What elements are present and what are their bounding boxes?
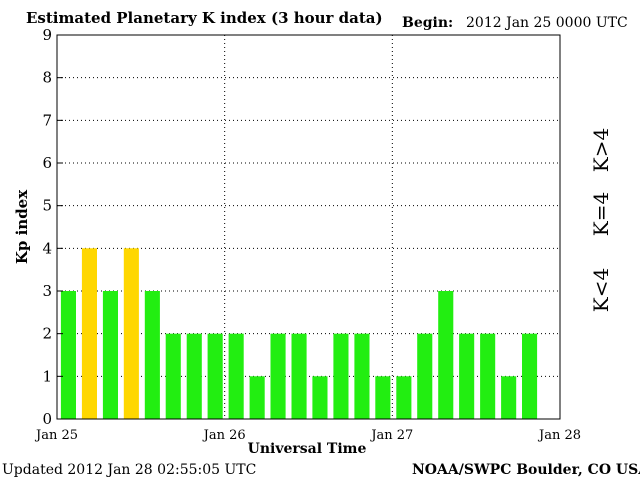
y-tick-label: 6	[42, 154, 52, 172]
kp-bar	[165, 333, 181, 419]
kp-bar	[312, 376, 328, 419]
kp-bar	[228, 333, 244, 419]
legend-high: K>4	[589, 128, 613, 172]
plot-frame	[56, 34, 561, 420]
kp-bar	[501, 376, 517, 419]
x-tick-label: Jan 25	[34, 428, 78, 443]
y-tick-label: 1	[42, 367, 52, 385]
kp-bar	[333, 333, 349, 419]
kp-bar	[417, 333, 433, 419]
kp-bar	[123, 248, 139, 419]
x-tick-label: Jan 27	[369, 428, 413, 443]
kp-bar	[207, 333, 223, 419]
kp-bar	[396, 376, 412, 419]
grid-lines	[57, 35, 560, 419]
y-axis-ticks: 0 1 2 3 4 5 6 7 8 9	[42, 26, 63, 428]
begin-label: Begin:	[402, 15, 453, 31]
kp-bar	[480, 333, 496, 419]
y-tick-label: 2	[42, 325, 52, 343]
kp-bar	[438, 291, 454, 419]
y-axis-label: Kp index	[13, 189, 31, 264]
kp-bar	[186, 333, 202, 419]
kp-bar	[354, 333, 370, 419]
x-tick-label: Jan 26	[202, 428, 246, 443]
legend-low: K<4	[589, 268, 613, 312]
updated-timestamp: Updated 2012 Jan 28 02:55:05 UTC	[2, 462, 256, 478]
x-axis-ticks: Jan 25 Jan 26 Jan 27 Jan 28	[34, 428, 581, 443]
y-tick-label: 8	[42, 69, 52, 87]
kp-bar	[522, 333, 538, 419]
y-tick-label: 4	[42, 239, 52, 257]
kp-bar	[102, 291, 118, 419]
kp-bar	[81, 248, 97, 419]
kp-bar	[459, 333, 475, 419]
y-tick-label: 9	[42, 26, 52, 44]
x-tick-label: Jan 28	[537, 428, 581, 443]
kp-bar	[249, 376, 265, 419]
kp-bar	[291, 333, 307, 419]
y-tick-label: 3	[42, 282, 52, 300]
source-credit: NOAA/SWPC Boulder, CO USA	[412, 462, 640, 478]
legend-mid: K=4	[589, 192, 613, 236]
y-tick-label: 7	[42, 111, 52, 129]
chart-title: Estimated Planetary K index (3 hour data…	[26, 9, 383, 27]
y-tick-label: 5	[42, 197, 52, 215]
bar-series	[60, 248, 538, 419]
y-tick-label: 0	[42, 410, 52, 428]
x-axis-label: Universal Time	[248, 441, 367, 457]
kp-bar	[144, 291, 160, 419]
kp-bar	[375, 376, 391, 419]
begin-value: 2012 Jan 25 0000 UTC	[466, 15, 628, 31]
kp-bar	[270, 333, 286, 419]
kp-bar	[60, 291, 76, 419]
